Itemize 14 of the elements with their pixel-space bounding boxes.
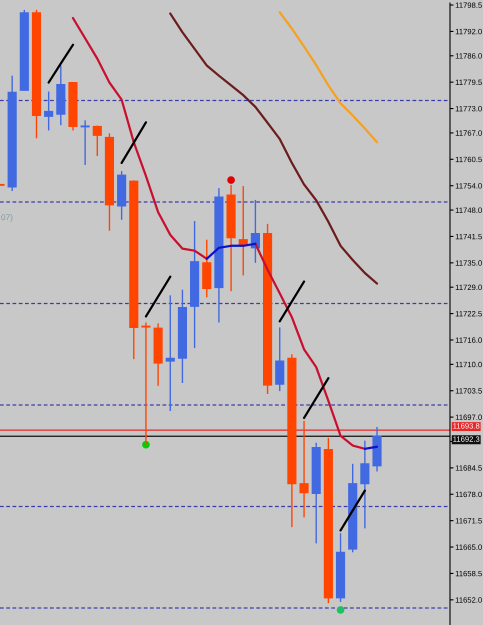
candlestick <box>360 440 370 530</box>
line-series <box>278 11 378 144</box>
point <box>227 176 235 184</box>
line-series <box>169 12 378 285</box>
candlestick <box>166 294 175 412</box>
candlestick <box>238 185 248 276</box>
point <box>336 606 344 614</box>
candlestick <box>80 120 90 166</box>
candlestick <box>44 90 54 132</box>
candlestick <box>275 326 284 392</box>
candlestick <box>299 420 309 518</box>
annotation: 07) <box>1 214 12 222</box>
candlestick <box>92 124 102 157</box>
point <box>142 440 150 449</box>
